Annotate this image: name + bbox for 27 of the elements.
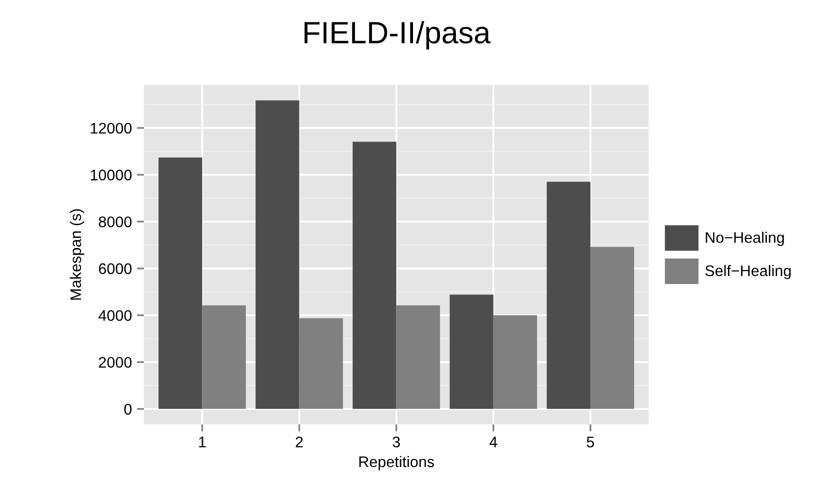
legend-label: Self−Healing [705,264,791,280]
y-tick-label: 4000 [98,310,132,321]
bar [396,305,440,409]
bar [590,246,634,409]
y-tick-label: 2000 [98,356,132,368]
y-tick-label: 0 [124,404,132,415]
bar [546,182,590,409]
bar [256,100,300,409]
bar [493,315,538,409]
y-tick-label: 8000 [98,216,132,228]
y-axis-title: Makespan (s) [70,209,84,300]
y-tick-label: 6000 [98,263,132,274]
legend-label: No−Healing [706,232,784,246]
y-tick-label: 12000 [90,122,132,134]
y-tick-label: 10000 [90,170,132,180]
x-tick-label: 1 [199,436,206,448]
x-axis-title: Repetitions [359,456,434,470]
bar [352,142,396,409]
bar [202,305,246,409]
bar [450,294,494,409]
chart-title: FIELD-II/pasa [304,21,491,50]
x-tick-label: 3 [392,436,400,448]
x-tick-label: 5 [586,436,594,448]
x-tick-label: 4 [489,436,498,448]
x-tick-label: 2 [296,436,303,448]
bar [299,318,343,409]
bar [158,157,202,409]
